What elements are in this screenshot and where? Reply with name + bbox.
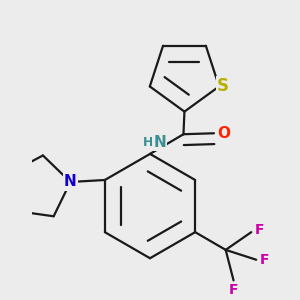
Text: H: H (143, 136, 153, 148)
Text: O: O (217, 126, 230, 141)
Text: F: F (254, 223, 264, 237)
Text: N: N (154, 135, 166, 150)
Text: N: N (64, 175, 77, 190)
Text: F: F (259, 253, 269, 267)
Text: S: S (217, 77, 229, 95)
Text: F: F (229, 283, 238, 297)
